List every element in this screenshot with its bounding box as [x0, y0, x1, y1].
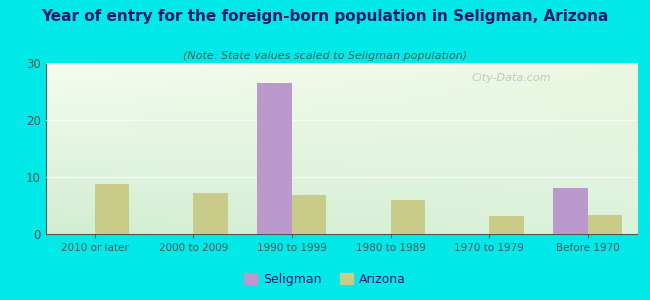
Legend: Seligman, Arizona: Seligman, Arizona: [239, 268, 411, 291]
Text: City-Data.com: City-Data.com: [471, 73, 551, 83]
Text: (Note: State values scaled to Seligman population): (Note: State values scaled to Seligman p…: [183, 51, 467, 61]
Bar: [194, 193, 228, 234]
Bar: [292, 195, 326, 234]
Bar: [588, 215, 622, 234]
Bar: [489, 216, 524, 234]
Bar: [553, 188, 588, 234]
Bar: [95, 184, 129, 234]
Text: Year of entry for the foreign-born population in Seligman, Arizona: Year of entry for the foreign-born popul…: [42, 9, 608, 24]
Bar: [257, 83, 292, 234]
Bar: [391, 200, 425, 234]
